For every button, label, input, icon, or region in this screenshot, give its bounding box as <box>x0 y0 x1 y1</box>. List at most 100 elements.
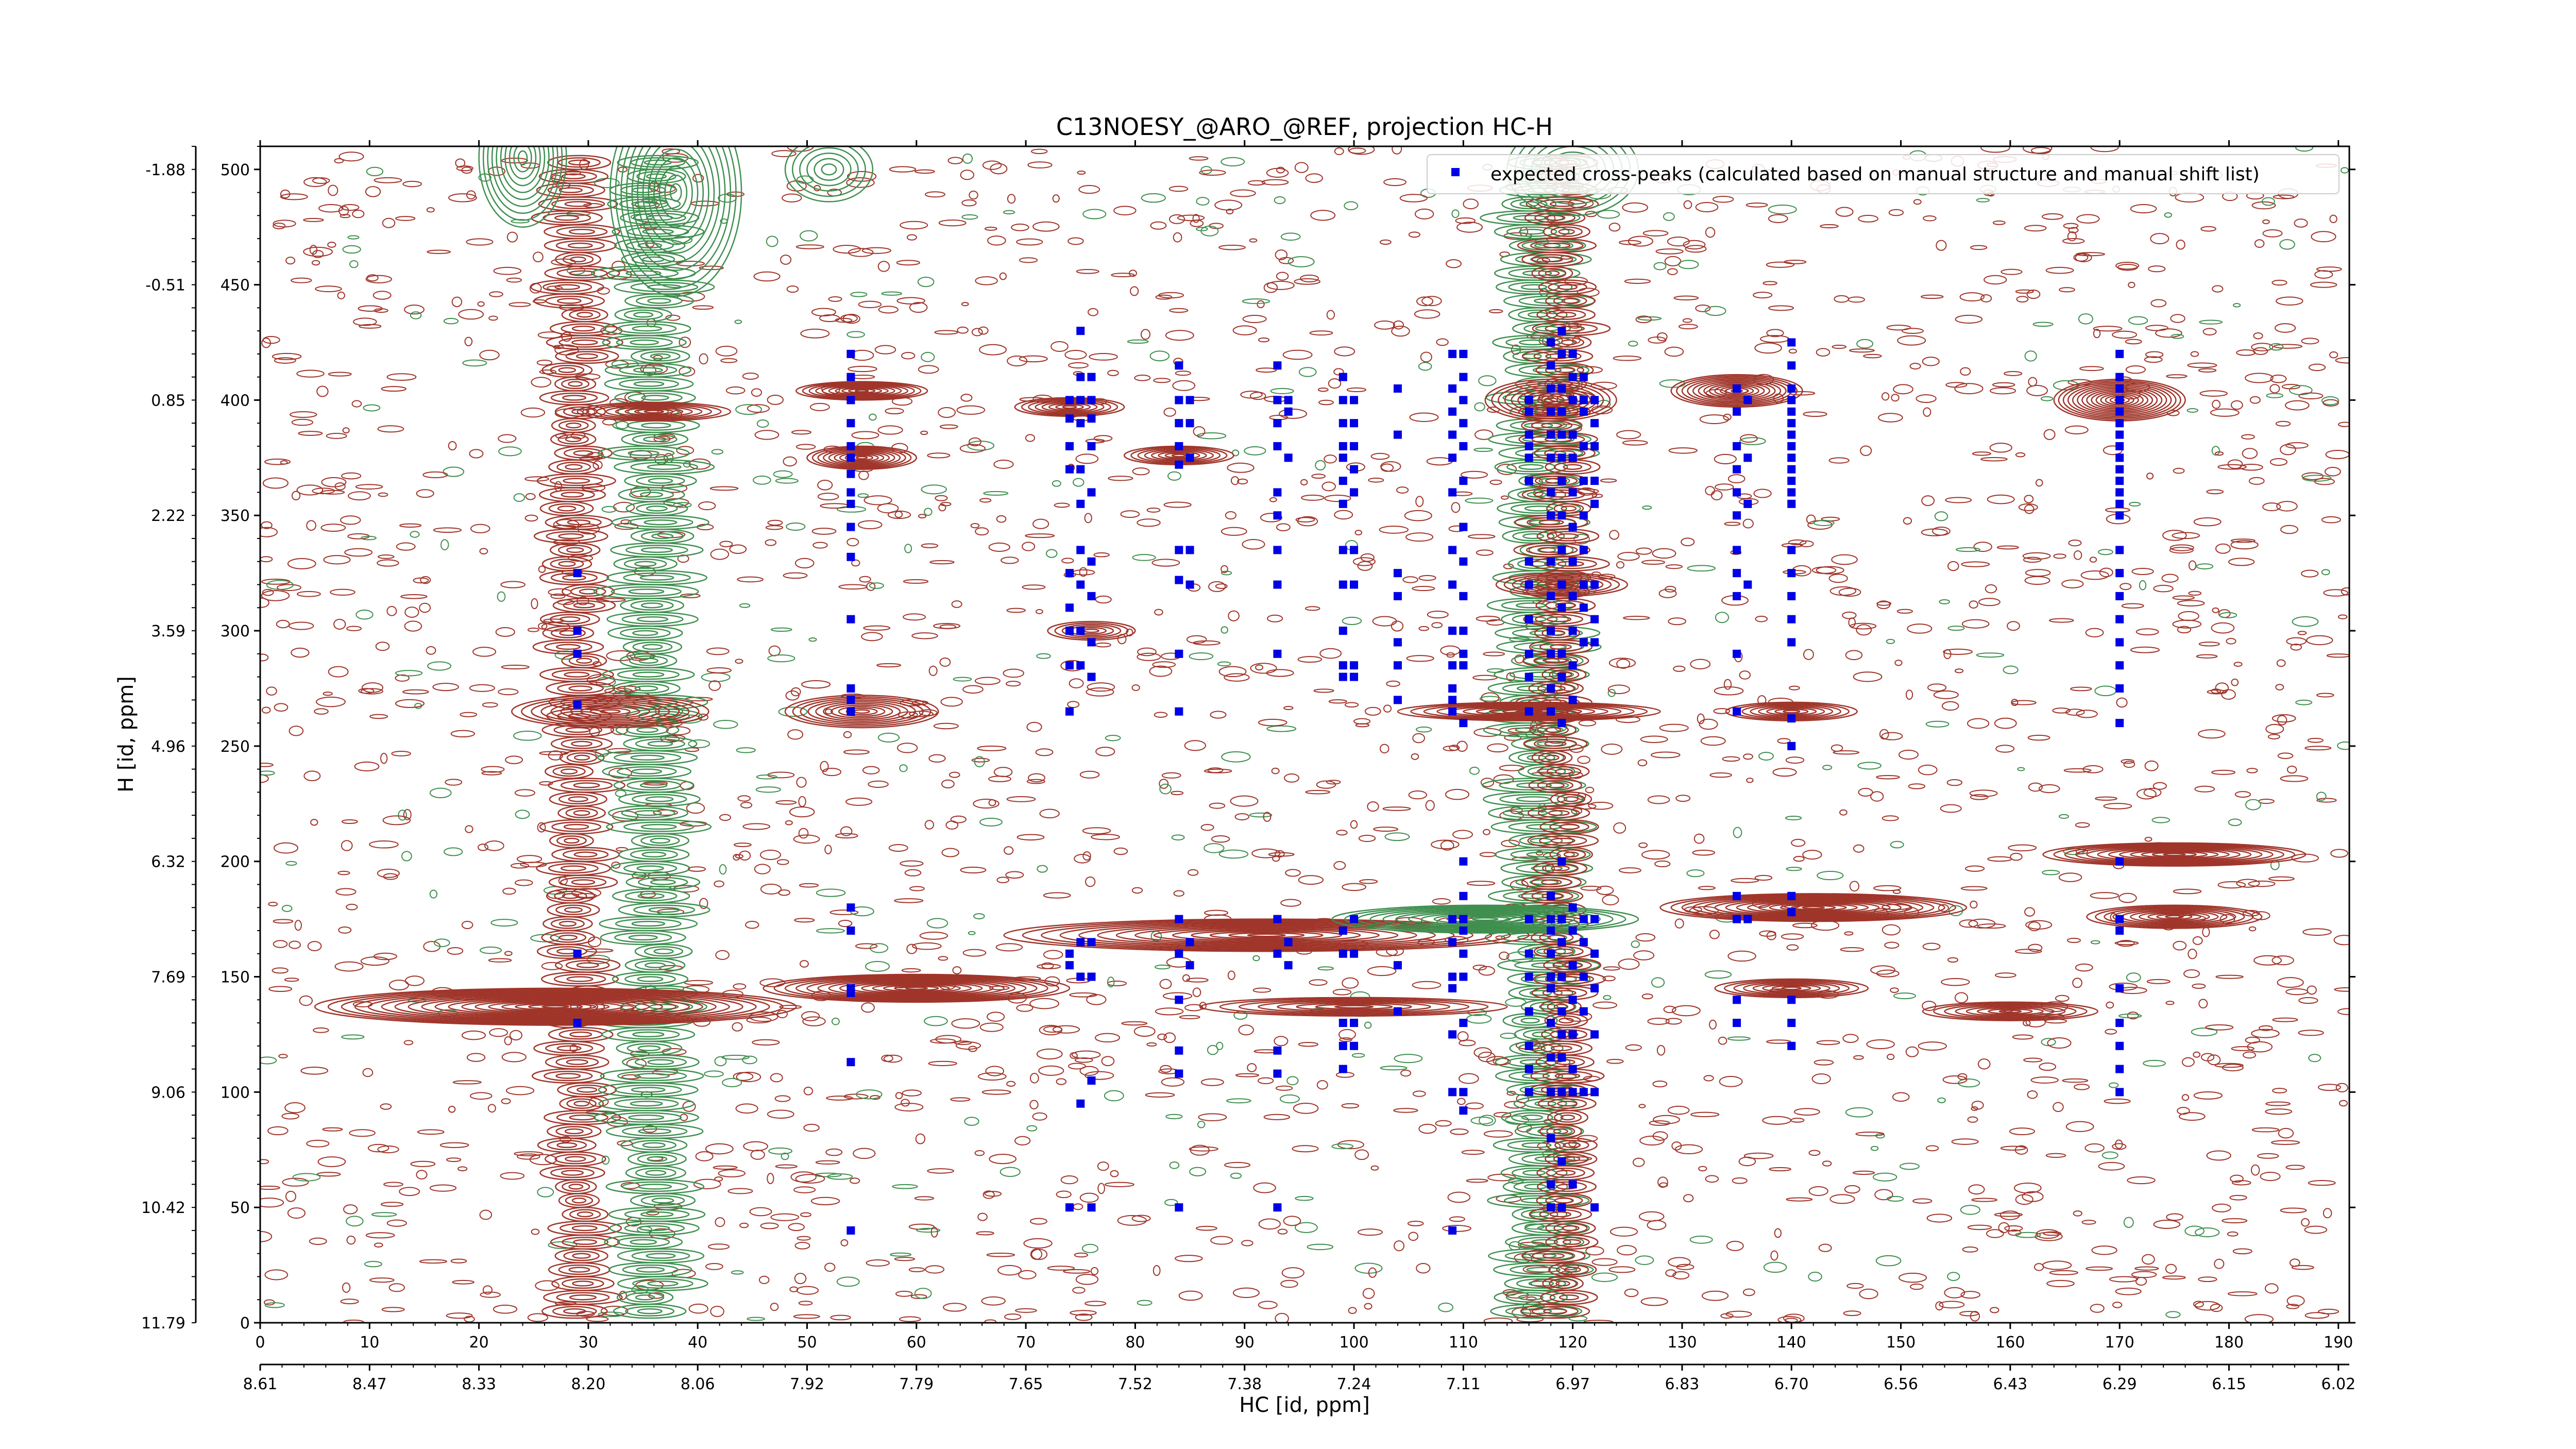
noise-contour <box>1501 839 1520 848</box>
noise-contour <box>1274 1036 1289 1047</box>
noise-contour <box>464 1316 475 1323</box>
noise-contour <box>1146 508 1161 513</box>
noise-contour <box>2172 532 2200 540</box>
noise-contour <box>2090 1304 2105 1313</box>
noise-contour <box>1380 1066 1408 1071</box>
noise-contour <box>1697 713 1705 724</box>
noise-contour <box>2270 374 2287 383</box>
noise-contour <box>2207 1054 2221 1066</box>
noise-contour <box>1431 839 1460 850</box>
noise-contour <box>2118 1013 2142 1019</box>
noise-contour <box>961 214 978 220</box>
y-ppm-tick-label: 3.59 <box>151 622 185 641</box>
noise-contour <box>2104 1098 2131 1104</box>
noise-contour <box>608 767 632 779</box>
noise-contour <box>903 579 929 584</box>
noise-contour <box>294 920 302 931</box>
noise-contour <box>2265 1108 2293 1115</box>
cross-peak-marker <box>1175 949 1183 958</box>
noise-contour <box>1394 1240 1405 1252</box>
noise-contour <box>1653 1115 1680 1124</box>
noise-contour <box>2275 420 2291 427</box>
noise-contour <box>1161 1077 1185 1087</box>
cross-peak-marker <box>1787 1041 1796 1050</box>
noise-contour <box>742 372 759 380</box>
noise-contour <box>2076 710 2098 718</box>
noise-contour <box>2198 642 2220 647</box>
noise-contour <box>2196 563 2214 569</box>
cross-peak-marker <box>1557 477 1566 485</box>
noise-contour <box>1835 207 1854 217</box>
cross-peak-marker <box>2115 419 2124 428</box>
noise-contour <box>399 1187 420 1197</box>
noise-contour <box>2023 1057 2043 1063</box>
noise-contour <box>1980 457 2008 462</box>
cross-peak-marker <box>2115 915 2124 923</box>
noise-contour <box>2033 1263 2044 1271</box>
cross-peak-marker <box>1568 1088 1577 1097</box>
noise-contour <box>1177 214 1205 222</box>
noise-contour <box>892 1184 918 1189</box>
noise-contour <box>2025 920 2053 930</box>
noise-contour <box>2161 574 2179 583</box>
cross-peak-marker <box>1284 453 1293 462</box>
noise-contour <box>2211 622 2235 634</box>
noise-contour <box>759 978 786 987</box>
noise-contour <box>1664 346 1684 357</box>
cross-peak-marker <box>1590 1203 1599 1212</box>
noise-contour <box>296 484 324 496</box>
noise-contour <box>1287 256 1315 267</box>
noise-contour <box>1391 620 1404 632</box>
noise-contour <box>1370 1165 1379 1171</box>
noise-contour <box>1368 1267 1377 1278</box>
noise-contour <box>1618 867 1641 873</box>
noise-contour <box>1480 778 1495 787</box>
noise-contour <box>982 1190 995 1199</box>
noise-contour <box>1616 659 1631 669</box>
noise-contour <box>1970 794 1989 800</box>
noise-contour <box>976 1231 994 1236</box>
noise-contour <box>1483 1130 1513 1138</box>
noise-contour <box>2094 796 2117 801</box>
noise-contour <box>912 942 942 950</box>
noise-contour <box>1189 652 1214 661</box>
noise-contour <box>1467 534 1496 539</box>
x-tick-label: 130 <box>1667 1334 1697 1352</box>
cross-peak-marker <box>1547 627 1555 635</box>
noise-contour <box>856 1089 883 1100</box>
noise-contour <box>842 314 860 324</box>
noise-contour <box>1416 1262 1431 1274</box>
noise-contour <box>1742 1288 1755 1296</box>
noise-contour <box>2215 974 2244 979</box>
noise-contour <box>1283 1216 1301 1226</box>
noise-contour <box>362 1068 374 1077</box>
cross-peak-marker <box>1547 453 1555 462</box>
cross-peak-marker <box>1787 638 1796 647</box>
cross-peak-marker <box>1590 915 1599 923</box>
noise-contour <box>1816 1040 1840 1046</box>
noise-contour <box>273 223 286 230</box>
cross-peak-marker <box>1568 961 1577 970</box>
noise-contour <box>918 514 927 519</box>
x-tick-label: 80 <box>1125 1334 1145 1352</box>
noise-contour <box>391 751 411 756</box>
noise-contour <box>1298 1041 1319 1047</box>
noise-contour <box>2248 477 2265 485</box>
noise-contour <box>382 217 396 228</box>
noise-contour <box>342 427 350 434</box>
noise-contour <box>1157 1033 1167 1040</box>
noise-contour <box>2323 399 2339 407</box>
cross-peak-marker <box>1787 569 1796 578</box>
noise-contour <box>1396 486 1409 494</box>
noise-contour <box>303 177 327 187</box>
noise-contour <box>2179 1112 2206 1121</box>
noise-contour <box>260 763 274 767</box>
noise-contour <box>928 754 946 763</box>
cross-peak-marker <box>2115 407 2124 416</box>
cross-peak-marker <box>1273 361 1282 370</box>
noise-contour <box>1714 453 1737 464</box>
noise-contour <box>2027 734 2050 741</box>
noise-contour <box>2244 1314 2274 1323</box>
noise-contour <box>1886 1195 1904 1202</box>
cross-peak-marker <box>1273 442 1282 450</box>
